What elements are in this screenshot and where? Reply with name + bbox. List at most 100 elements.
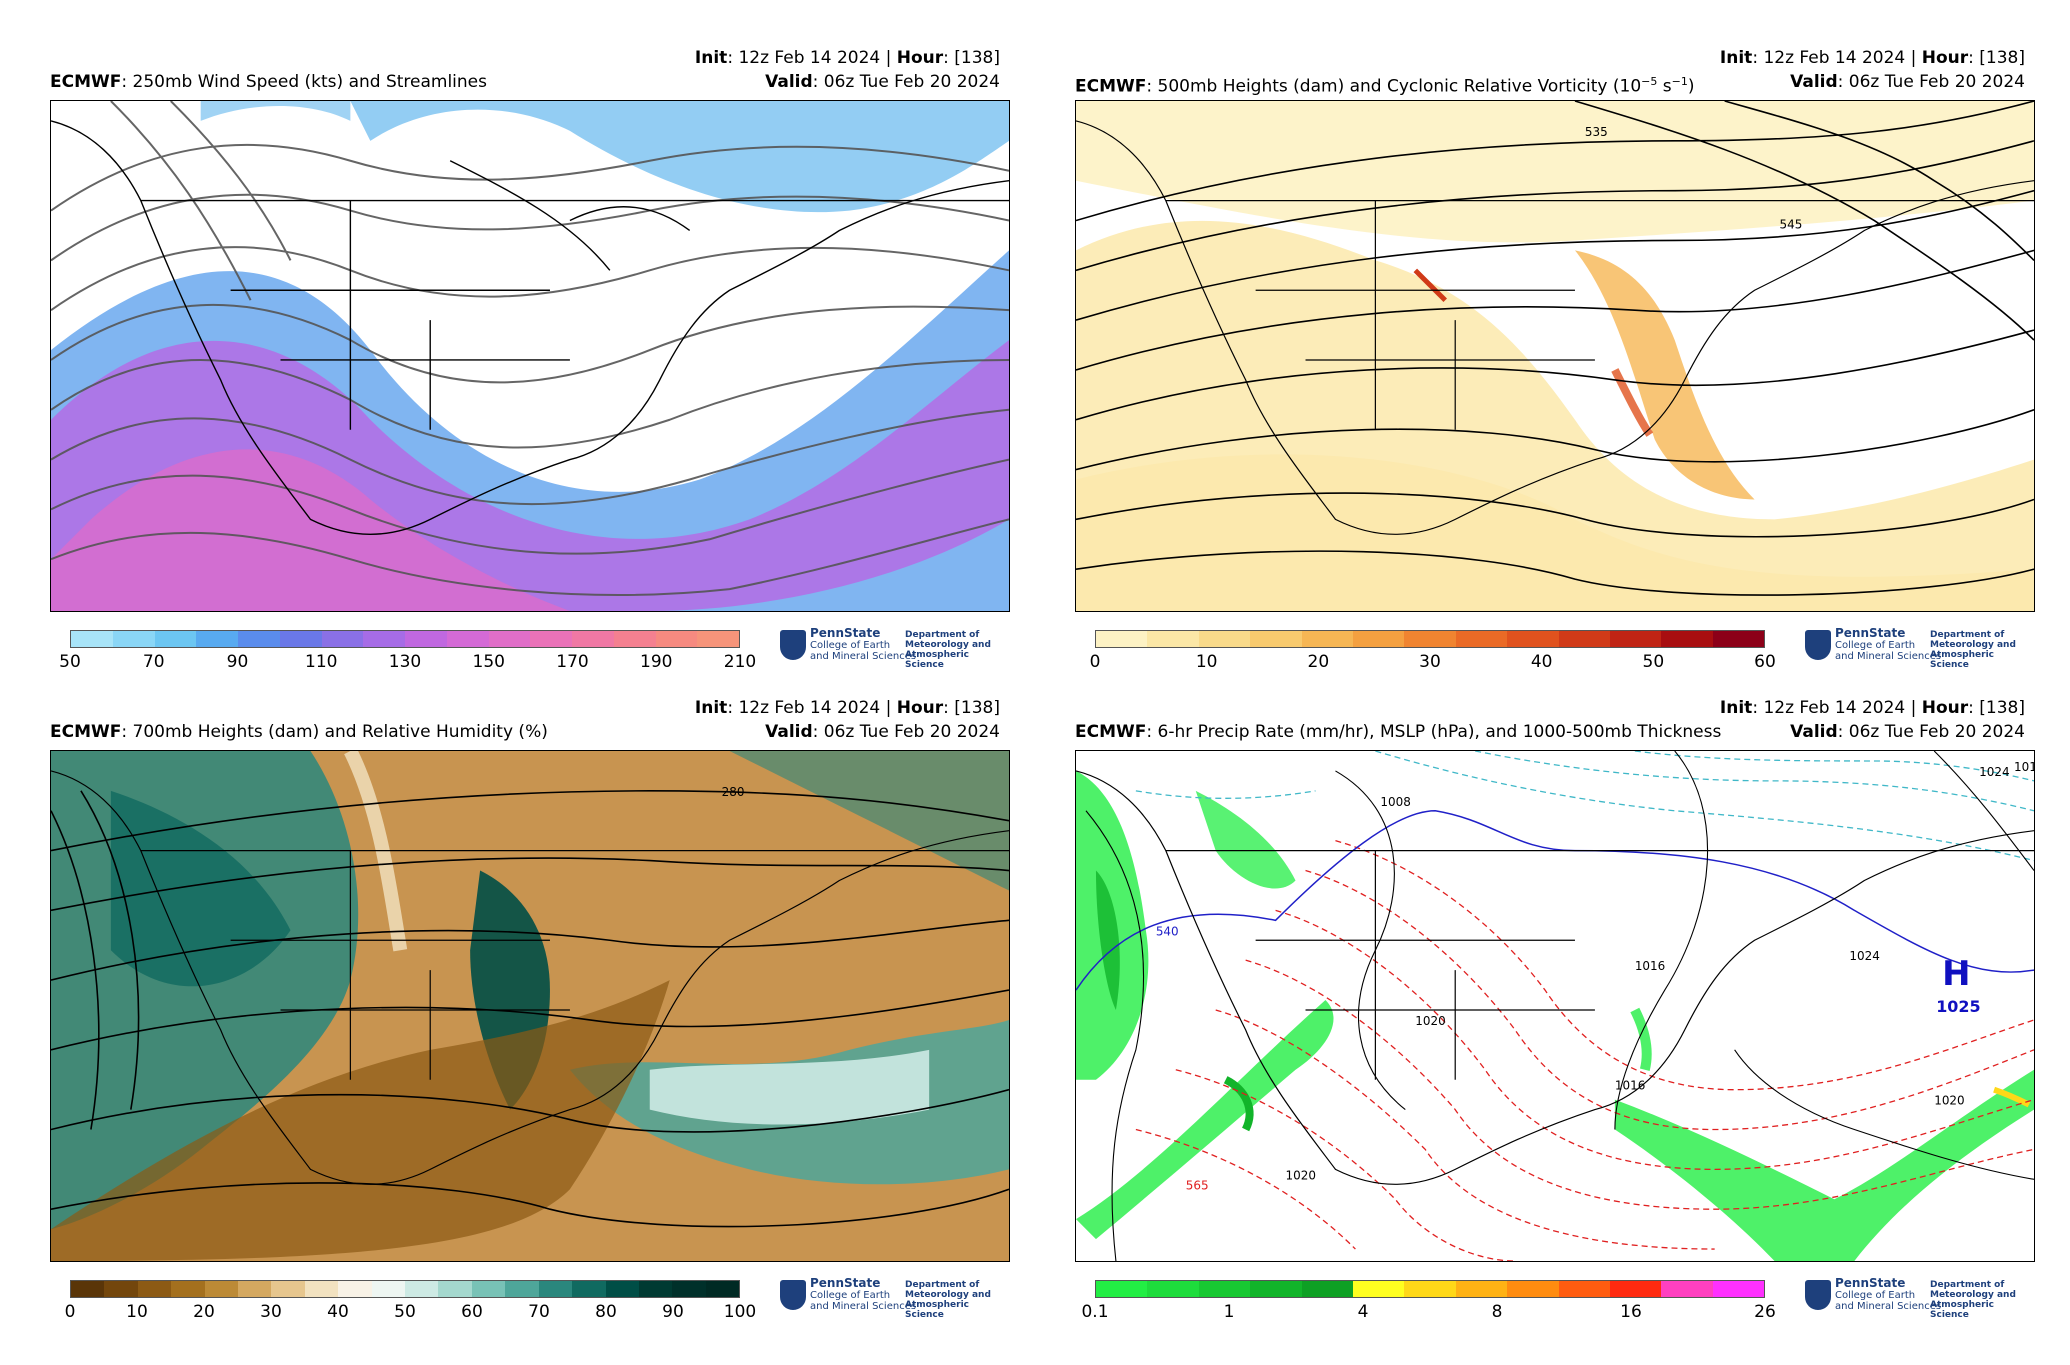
psu-logo: PennState College of Earth and Mineral Sci… xyxy=(780,627,1010,670)
colorbar-tick-label: 80 xyxy=(595,1302,617,1322)
colorbar-tick-label: 8 xyxy=(1491,1302,1503,1322)
contour-label: 1020 xyxy=(1415,1014,1445,1028)
precip-map: 1008 1016 1016 1024 1020 1020 1012 1020 … xyxy=(1075,750,2035,1262)
panel-250mb-wind: Init: 12z Feb 14 2024 | Hour: [138] ECMW… xyxy=(0,0,1010,672)
colorbar-tick-label: 60 xyxy=(461,1302,483,1322)
colorbar-swatch xyxy=(137,1281,172,1297)
colorbar-tick-label: 4 xyxy=(1357,1302,1369,1322)
colorbar-swatch xyxy=(705,1281,740,1297)
colorbar-swatch xyxy=(104,1281,138,1297)
contour-label: 280 xyxy=(722,785,745,799)
colorbar-swatch xyxy=(371,1281,406,1297)
colorbar-ticks: 50 70 90 110 130 150 170 190 210 xyxy=(59,652,756,674)
colorbar-swatch xyxy=(71,1281,105,1297)
colorbar-swatch xyxy=(1507,631,1559,647)
init-line: Init: 12z Feb 14 2024 | Hour: [138] xyxy=(694,698,1000,718)
colorbar-swatch xyxy=(204,1281,239,1297)
colorbar-swatch xyxy=(1301,1281,1353,1297)
psu-shield-icon xyxy=(780,630,806,660)
colorbar-swatch xyxy=(1404,631,1456,647)
contour-label: 565 xyxy=(1186,1178,1209,1192)
colorbar-swatch xyxy=(1661,631,1713,647)
colorbar-tick-label: 16 xyxy=(1620,1302,1642,1322)
colorbar-swatch xyxy=(1712,1281,1765,1297)
colorbar-swatch xyxy=(271,1281,305,1297)
high-pressure-marker: H xyxy=(1942,954,1970,993)
colorbar-swatch xyxy=(1404,1281,1456,1297)
humidity-map: 280 xyxy=(50,750,1010,1262)
colorbar-tick-label: 0.1 xyxy=(1081,1302,1109,1322)
colorbar-swatch xyxy=(538,1281,573,1297)
colorbar-swatch xyxy=(1455,1281,1508,1297)
colorbar-tick-label: 20 xyxy=(1307,652,1330,672)
high-pressure-value: 1025 xyxy=(1936,997,1980,1016)
psu-logo: PennState College of Earth and Mineral Sci… xyxy=(780,1277,1010,1320)
contour-label: 540 xyxy=(1156,924,1179,938)
colorbar-tick-label: 26 xyxy=(1754,1302,1776,1322)
colorbar-tick-label: 30 xyxy=(260,1302,282,1322)
colorbar-tick-label: 70 xyxy=(528,1302,550,1322)
panel-title: ECMWF: 6-hr Precip Rate (mm/hr), MSLP (h… xyxy=(1075,722,1722,742)
valid-line: Valid: 06z Tue Feb 20 2024 xyxy=(765,722,1000,742)
contour-label: 535 xyxy=(1585,125,1608,139)
colorbar-swatch xyxy=(112,631,155,647)
colorbar-tick-label: 150 xyxy=(472,652,505,672)
colorbar-swatch xyxy=(530,631,572,647)
init-line: Init: 12z Feb 14 2024 | Hour: [138] xyxy=(694,48,1000,68)
colorbar-tick-label: 50 xyxy=(59,652,81,672)
colorbar-tick-label: 40 xyxy=(327,1302,349,1322)
colorbar xyxy=(1095,630,1765,648)
contour-label: 1020 xyxy=(1286,1168,1316,1182)
contour-label: 1012 xyxy=(2014,760,2034,774)
vorticity-map: 535 545 xyxy=(1075,100,2035,612)
psu-shield-icon xyxy=(1805,630,1831,660)
colorbar-swatch xyxy=(71,631,113,647)
contour-label: 1024 xyxy=(1849,949,1879,963)
colorbar-swatch xyxy=(572,631,614,647)
colorbar-swatch xyxy=(171,1281,205,1297)
colorbar-ticks: 0 10 20 30 40 50 60 xyxy=(1090,652,1776,674)
colorbar-swatch xyxy=(363,631,405,647)
colorbar-swatch xyxy=(1558,1281,1610,1297)
colorbar-swatch xyxy=(338,1281,372,1297)
colorbar-swatch xyxy=(405,631,447,647)
colorbar-swatch xyxy=(238,1281,272,1297)
colorbar-swatch xyxy=(304,1281,339,1297)
colorbar-tick-label: 170 xyxy=(556,652,589,672)
colorbar-swatch xyxy=(1507,1281,1559,1297)
init-line: Init: 12z Feb 14 2024 | Hour: [138] xyxy=(1719,48,2025,68)
colorbar-swatch xyxy=(1250,631,1302,647)
colorbar-tick-label: 30 xyxy=(1419,652,1441,672)
contour-label: 545 xyxy=(1780,218,1803,232)
colorbar-tick-label: 50 xyxy=(1642,652,1665,672)
colorbar-swatch xyxy=(505,1281,539,1297)
valid-line: Valid: 06z Tue Feb 20 2024 xyxy=(1790,722,2025,742)
colorbar-swatch xyxy=(154,631,197,647)
colorbar-ticks: 0.1 1 4 8 16 26 xyxy=(1081,1302,1775,1324)
colorbar-tick-label: 1 xyxy=(1223,1302,1235,1322)
colorbar-swatch xyxy=(488,631,531,647)
colorbar-swatch xyxy=(446,631,489,647)
colorbar-swatch xyxy=(1147,631,1199,647)
colorbar-tick-label: 90 xyxy=(226,652,249,672)
colorbar-tick-label: 90 xyxy=(662,1302,684,1322)
contour-label: 1008 xyxy=(1380,795,1410,809)
valid-line: Valid: 06z Tue Feb 20 2024 xyxy=(765,72,1000,92)
colorbar xyxy=(70,1280,740,1298)
colorbar-swatch xyxy=(1609,631,1662,647)
colorbar-tick-label: 130 xyxy=(388,652,422,672)
psu-logo: PennState College of Earth and Mineral Sci… xyxy=(1805,1277,2035,1320)
contour-label: 1024 xyxy=(1979,765,2009,779)
psu-shield-icon xyxy=(780,1280,806,1310)
colorbar-swatch xyxy=(1558,631,1610,647)
colorbar xyxy=(1095,1280,1765,1298)
colorbar-tick-label: 10 xyxy=(1195,652,1218,672)
colorbar-swatch xyxy=(321,631,364,647)
colorbar-swatch xyxy=(1352,631,1405,647)
colorbar-swatch xyxy=(672,1281,706,1297)
wind-map xyxy=(50,100,1010,612)
colorbar-tick-label: 50 xyxy=(394,1302,416,1322)
colorbar-swatch xyxy=(196,631,238,647)
colorbar-swatch xyxy=(1661,1281,1713,1297)
colorbar-swatch xyxy=(638,1281,673,1297)
